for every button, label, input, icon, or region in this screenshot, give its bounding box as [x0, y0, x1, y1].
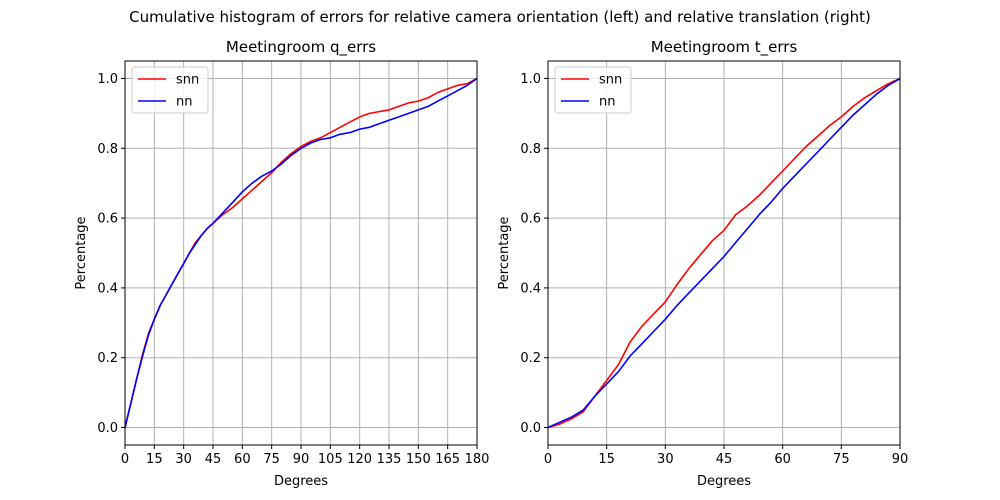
y-tick-label: 0.6 [97, 212, 118, 227]
legend: snn nn [554, 66, 632, 114]
x-tick-label: 150 [406, 452, 431, 467]
y-tick-label: 0.8 [97, 142, 118, 157]
x-tick-label: 45 [205, 452, 222, 467]
y-tick-label: 0.0 [97, 421, 118, 436]
x-tick-label: 180 [465, 452, 490, 467]
x-tick-label: 60 [234, 452, 251, 467]
legend: snn nn [131, 66, 209, 114]
chart-right-t-errs: 0 15 30 45 60 75 90 0.0 0.2 0.4 0.6 0.8 1.0 Meetingro… [497, 38, 908, 489]
x-tick-label: 75 [833, 452, 850, 467]
series-line-nn [547, 77, 901, 429]
x-tick-label: 0 [121, 452, 129, 467]
y-tick-label: 0.2 [97, 351, 118, 366]
y-tick-label: 0.0 [520, 421, 541, 436]
x-tick-label: 135 [377, 452, 402, 467]
x-tick-label: 120 [347, 452, 372, 467]
x-tick-label: 90 [293, 452, 310, 467]
legend-label-nn: nn [176, 95, 192, 110]
chart-title: Meetingroom q_errs [226, 38, 376, 57]
x-tick-label: 45 [716, 452, 733, 467]
chart-left-q-errs: 0 15 30 45 60 75 90 105 120 135 150 165 180 0.0 0.2 0.4… [74, 38, 489, 489]
y-tick-label: 0.6 [520, 212, 541, 227]
y-tick-label: 0.4 [97, 281, 118, 296]
legend-label-nn: nn [599, 95, 615, 110]
x-axis-label: Degrees [697, 474, 751, 489]
x-tick-label: 60 [774, 452, 791, 467]
x-tick-label: 165 [435, 452, 460, 467]
x-tick-label: 15 [598, 452, 615, 467]
legend-label-snn: snn [176, 73, 199, 88]
x-tick-label: 75 [263, 452, 280, 467]
series-line-nn [124, 77, 478, 428]
y-tick-label: 1.0 [520, 72, 541, 87]
y-tick-label: 1.0 [97, 72, 118, 87]
y-axis-label: Percentage [497, 216, 512, 289]
x-tick-label: 0 [544, 452, 552, 467]
grid [124, 61, 478, 445]
figure-suptitle: Cumulative histogram of errors for relat… [129, 8, 871, 26]
y-tick-label: 0.4 [520, 281, 541, 296]
y-tick-label: 0.8 [520, 142, 541, 157]
y-axis-label: Percentage [74, 216, 89, 289]
x-tick-label: 30 [175, 452, 192, 467]
x-axis-label: Degrees [274, 474, 328, 489]
series-line-snn [547, 77, 901, 429]
x-tick-label: 105 [318, 452, 343, 467]
x-tick-label: 15 [146, 452, 163, 467]
x-tick-label: 30 [657, 452, 674, 467]
chart-title: Meetingroom t_errs [651, 38, 798, 57]
legend-label-snn: snn [599, 73, 622, 88]
x-tick-label: 90 [892, 452, 909, 467]
y-tick-label: 0.2 [520, 351, 541, 366]
